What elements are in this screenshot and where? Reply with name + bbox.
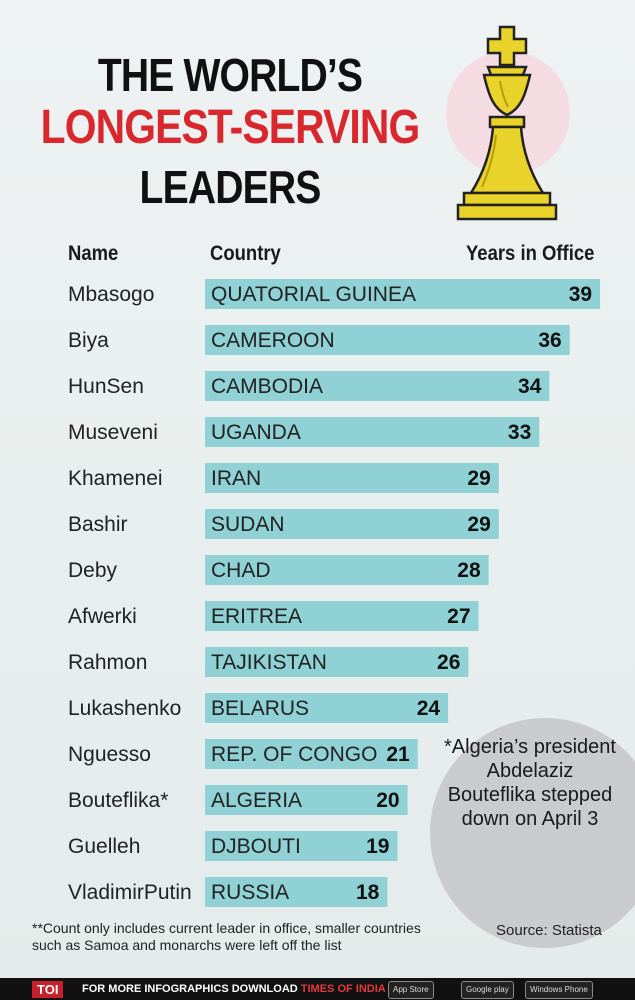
country-label-6: CHAD	[211, 559, 271, 582]
value-label-9: 24	[417, 697, 441, 720]
value-label-11: 20	[376, 789, 399, 812]
windows-phone-badge[interactable]: Windows Phone	[525, 981, 593, 999]
leader-name-5: Bashir	[68, 513, 128, 536]
value-label-7: 27	[447, 605, 470, 628]
bar-1	[205, 325, 570, 355]
country-label-13: RUSSIA	[211, 881, 289, 904]
bar-2	[205, 371, 550, 401]
leader-name-6: Deby	[68, 559, 118, 582]
country-label-0: QUATORIAL GUINEA	[211, 283, 416, 306]
footer-text: FOR MORE INFOGRAPHICS DOWNLOAD TIMES OF …	[82, 983, 411, 995]
footnote: **Count only includes current leader in …	[32, 920, 421, 953]
bar-5	[205, 509, 499, 539]
bar-10	[205, 739, 418, 769]
chess-king-icon	[446, 25, 570, 221]
note-text: *Algeria’s president Abdelaziz Bouteflik…	[444, 736, 616, 830]
bar-7	[205, 601, 479, 631]
leader-name-12: Guelleh	[68, 835, 140, 858]
bar-0	[205, 279, 601, 309]
leader-name-10: Nguesso	[68, 743, 151, 766]
bar-12	[205, 831, 398, 861]
bar-6	[205, 555, 489, 585]
value-label-0: 39	[569, 283, 592, 306]
header-name: Name	[68, 242, 119, 265]
value-label-8: 26	[437, 651, 460, 674]
country-label-2: CAMBODIA	[211, 375, 323, 398]
country-label-7: ERITREA	[211, 605, 302, 628]
value-label-4: 29	[467, 467, 490, 490]
country-label-9: BELARUS	[211, 697, 309, 720]
leader-name-7: Afwerki	[68, 605, 137, 628]
note-circle	[430, 718, 635, 948]
footer-cta: FOR MORE INFOGRAPHICS DOWNLOAD	[82, 983, 298, 995]
value-label-10: 21	[386, 743, 410, 766]
country-label-12: DJBOUTI	[211, 835, 301, 858]
google-play-badge[interactable]: Google play	[461, 981, 514, 999]
value-label-12: 19	[366, 835, 389, 858]
header-country: Country	[210, 242, 281, 265]
value-label-6: 28	[457, 559, 481, 582]
country-label-8: TAJIKISTAN	[211, 651, 327, 674]
bar-9	[205, 693, 449, 723]
country-label-5: SUDAN	[211, 513, 285, 536]
country-label-10: REP. OF CONGO	[211, 743, 377, 766]
value-label-13: 18	[356, 881, 380, 904]
country-label-3: UGANDA	[211, 421, 301, 444]
value-label-5: 29	[467, 513, 490, 536]
leader-name-8: Rahmon	[68, 651, 147, 674]
country-label-11: ALGERIA	[211, 789, 302, 812]
value-label-1: 36	[538, 329, 561, 352]
bar-3	[205, 417, 540, 447]
title-line-1: THE WORLD’S	[97, 49, 363, 101]
bar-13	[205, 877, 388, 907]
title-line-2: LONGEST-SERVING	[40, 101, 421, 154]
country-label-4: IRAN	[211, 467, 261, 490]
leader-name-1: Biya	[68, 329, 109, 352]
leader-name-13: VladimirPutin	[68, 881, 192, 904]
source-label: Source: Statista	[496, 922, 602, 939]
leader-name-4: Khamenei	[68, 467, 163, 490]
footer-app-name: TIMES OF INDIA APP	[300, 983, 411, 995]
header-years: Years in Office	[466, 242, 595, 265]
title-line-3: LEADERS	[139, 161, 322, 213]
leader-name-2: HunSen	[68, 375, 144, 398]
bar-4	[205, 463, 499, 493]
country-label-1: CAMEROON	[211, 329, 335, 352]
value-label-2: 34	[518, 375, 542, 398]
bar-11	[205, 785, 408, 815]
bar-8	[205, 647, 469, 677]
value-label-3: 33	[508, 421, 531, 444]
leader-name-11: Bouteflika*	[68, 789, 168, 812]
app-store-badge[interactable]: App Store	[388, 981, 434, 999]
leader-name-0: Mbasogo	[68, 283, 154, 306]
leader-name-9: Lukashenko	[68, 697, 181, 720]
leader-name-3: Museveni	[68, 421, 158, 444]
toi-logo: TOI	[32, 981, 64, 998]
